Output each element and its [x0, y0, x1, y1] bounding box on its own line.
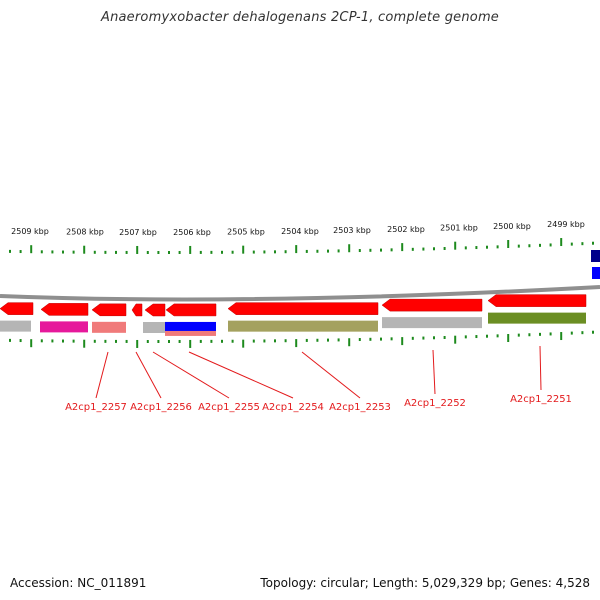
- gene-label: A2cp1_2251: [510, 394, 572, 405]
- gene-label-lines: [95, 345, 542, 399]
- scale-label: 2502 kbp: [387, 225, 425, 234]
- gene-arrow: [144, 303, 166, 317]
- gene-features: [0, 250, 600, 336]
- scale-ticks-top: [9, 238, 594, 254]
- gene-box: [228, 320, 378, 332]
- gene-label: A2cp1_2256: [130, 402, 192, 413]
- scale-label: 2504 kbp: [281, 227, 319, 236]
- map-title: Anaeromyxobacter dehalogenans 2CP-1, com…: [100, 10, 500, 25]
- scale-label: 2499 kbp: [547, 220, 585, 229]
- gene-box: [0, 320, 31, 332]
- gene-label-line: [539, 345, 542, 391]
- gene-label: A2cp1_2255: [198, 402, 260, 413]
- gene-box: [592, 267, 600, 279]
- accession-text: Accession: NC_011891: [10, 576, 147, 590]
- gene-box: [591, 250, 600, 262]
- gene-box: [143, 321, 165, 333]
- gene-box: [40, 321, 88, 333]
- scale-label: 2508 kbp: [66, 228, 104, 237]
- gene-arrow: [131, 303, 143, 317]
- gene-labels: A2cp1_2257 A2cp1_2256 A2cp1_2255 A2cp1_2254…: [65, 394, 572, 413]
- gene-arrow: [91, 303, 127, 317]
- gene-label-line: [301, 351, 361, 399]
- gene-arrow: [487, 294, 587, 307]
- gene-arrow: [40, 303, 89, 316]
- gene-arrow: [227, 302, 379, 315]
- scale-label: 2505 kbp: [227, 228, 265, 237]
- gene-box: [382, 317, 482, 329]
- gene-label-line: [188, 351, 294, 399]
- backbone-arc: [0, 285, 600, 302]
- gene-box: [92, 321, 126, 333]
- scale-labels: 2509 kbp 2508 kbp 2507 kbp 2506 kbp 2505 kbp…: [11, 220, 585, 237]
- gene-arrow: [165, 303, 217, 317]
- gene-label: A2cp1_2254: [262, 402, 324, 413]
- scale-label: 2500 kbp: [493, 222, 531, 231]
- gene-label-line: [135, 351, 162, 399]
- gene-label-line: [95, 351, 109, 399]
- gene-box: [165, 321, 216, 333]
- scale-label: 2507 kbp: [119, 228, 157, 237]
- scale-label: 2509 kbp: [11, 227, 49, 236]
- gene-box: [488, 312, 586, 324]
- gene-label: A2cp1_2253: [329, 402, 391, 413]
- gene-arrow: [381, 298, 483, 312]
- scale-label: 2503 kbp: [333, 226, 371, 235]
- backbone: [0, 285, 600, 302]
- scale-ticks-bottom: [9, 330, 594, 348]
- gene-label: A2cp1_2257: [65, 402, 127, 413]
- gene-label-line: [152, 351, 230, 399]
- gene-box: [165, 330, 216, 336]
- gene-label: A2cp1_2252: [404, 398, 466, 409]
- scale-label: 2501 kbp: [440, 224, 478, 233]
- genome-summary-text: Topology: circular; Length: 5,029,329 bp…: [260, 576, 590, 590]
- gene-label-line: [432, 349, 436, 395]
- scale-label: 2506 kbp: [173, 228, 211, 237]
- gene-arrow: [0, 302, 34, 315]
